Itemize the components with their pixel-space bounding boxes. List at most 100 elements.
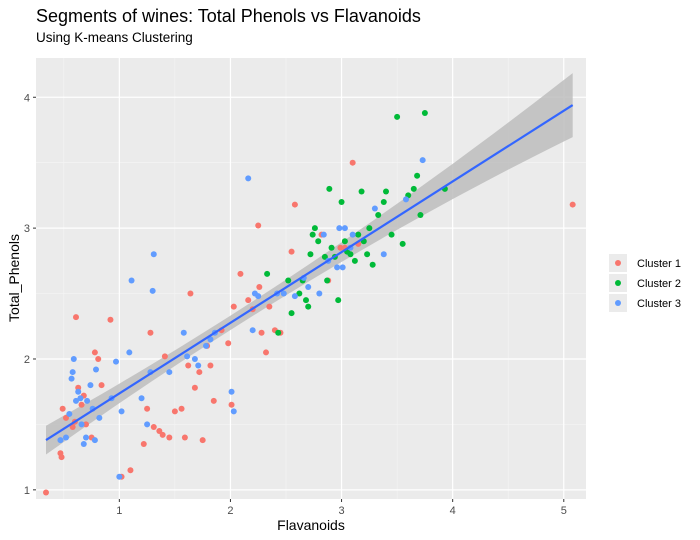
- point-cluster-2: [414, 172, 421, 179]
- point-cluster-1: [73, 314, 79, 321]
- legend: Cluster 1 Cluster 2 Cluster 3: [609, 254, 681, 312]
- point-cluster-2: [380, 198, 387, 205]
- point-cluster-1: [230, 303, 237, 310]
- point-cluster-3: [280, 290, 287, 297]
- point-cluster-3: [77, 395, 84, 402]
- point-cluster-2: [358, 188, 365, 195]
- point-cluster-1: [166, 434, 173, 441]
- point-cluster-3: [91, 437, 98, 444]
- point-cluster-2: [311, 225, 318, 232]
- point-cluster-1: [569, 201, 576, 208]
- point-cluster-2: [335, 297, 342, 304]
- point-cluster-1: [140, 441, 147, 448]
- point-cluster-2: [383, 188, 389, 195]
- point-cluster-2: [275, 329, 282, 336]
- point-cluster-3: [57, 437, 64, 444]
- point-cluster-2: [355, 231, 362, 238]
- point-cluster-1: [58, 454, 65, 461]
- point-cluster-1: [196, 369, 203, 376]
- point-cluster-2: [351, 257, 358, 264]
- point-cluster-2: [296, 290, 303, 297]
- grid-lines: [36, 58, 586, 499]
- point-cluster-3: [371, 205, 378, 212]
- point-cluster-1: [127, 467, 134, 474]
- point-cluster-1: [185, 362, 192, 369]
- legend-label-cluster-2: Cluster 2: [637, 278, 681, 290]
- point-cluster-3: [83, 434, 89, 441]
- point-cluster-3: [249, 327, 256, 334]
- point-cluster-3: [180, 329, 187, 336]
- point-cluster-3: [78, 421, 85, 428]
- point-cluster-1: [266, 303, 273, 310]
- point-cluster-2: [303, 297, 309, 304]
- point-cluster-1: [245, 297, 252, 304]
- point-cluster-3: [69, 369, 76, 376]
- y-tick-label: 1: [24, 485, 30, 497]
- point-cluster-1: [59, 405, 66, 412]
- point-cluster-1: [144, 405, 151, 412]
- point-cluster-2: [388, 231, 395, 238]
- point-cluster-1: [91, 349, 98, 356]
- point-cluster-1: [159, 431, 166, 438]
- trend-line: [45, 104, 574, 442]
- point-cluster-2: [364, 251, 371, 258]
- point-cluster-3: [113, 358, 119, 365]
- point-cluster-1: [288, 248, 295, 255]
- point-cluster-3: [80, 441, 87, 448]
- point-cluster-2: [394, 113, 401, 120]
- point-cluster-2: [288, 310, 295, 317]
- point-cluster-2: [410, 185, 417, 192]
- point-cluster-2: [324, 277, 331, 284]
- point-cluster-2: [399, 240, 406, 247]
- point-cluster-1: [256, 284, 263, 291]
- point-cluster-3: [128, 277, 135, 284]
- point-cluster-1: [225, 340, 232, 347]
- point-cluster-1: [349, 159, 356, 166]
- point-cluster-3: [150, 251, 157, 258]
- point-cluster-1: [63, 414, 69, 421]
- confidence-band: [46, 73, 573, 455]
- point-cluster-3: [84, 397, 91, 404]
- legend-key-cluster-2: [615, 280, 621, 286]
- point-cluster-2: [347, 251, 354, 258]
- point-cluster-3: [116, 473, 123, 480]
- point-cluster-2: [328, 244, 335, 251]
- point-cluster-2: [341, 238, 348, 245]
- point-cluster-2: [321, 253, 328, 260]
- point-cluster-3: [126, 349, 133, 356]
- axes: 1 2 3 4 5 1 2 3 4: [24, 92, 567, 517]
- point-cluster-1: [187, 290, 194, 297]
- point-cluster-3: [245, 175, 252, 182]
- point-cluster-1: [263, 349, 269, 356]
- point-cluster-2: [366, 225, 373, 232]
- point-cluster-3: [320, 231, 327, 238]
- point-cluster-1: [178, 405, 185, 412]
- point-cluster-3: [191, 355, 198, 362]
- point-cluster-1: [199, 437, 206, 444]
- point-cluster-3: [93, 366, 99, 373]
- chart-title: Segments of wines: Total Phenols vs Flav…: [36, 6, 421, 26]
- point-cluster-1: [98, 382, 105, 389]
- point-cluster-3: [291, 293, 298, 300]
- point-cluster-3: [184, 353, 191, 360]
- point-cluster-1: [107, 316, 114, 323]
- point-cluster-3: [166, 369, 173, 376]
- x-tick-label: 5: [561, 505, 567, 517]
- x-tick-label: 3: [338, 505, 344, 517]
- point-cluster-3: [75, 388, 82, 395]
- point-cluster-2: [375, 212, 382, 219]
- point-cluster-1: [228, 401, 235, 408]
- y-tick-label: 4: [24, 92, 30, 104]
- legend-key-cluster-1: [615, 260, 621, 266]
- point-cluster-2: [305, 303, 312, 310]
- point-cluster-3: [305, 284, 312, 291]
- point-cluster-1: [156, 427, 163, 434]
- point-cluster-1: [150, 424, 157, 431]
- point-cluster-2: [315, 238, 322, 245]
- point-cluster-3: [149, 287, 156, 294]
- point-cluster-3: [228, 388, 235, 395]
- point-cluster-3: [336, 225, 343, 232]
- point-cluster-1: [207, 362, 214, 369]
- point-cluster-1: [210, 397, 217, 404]
- legend-label-cluster-3: Cluster 3: [637, 298, 681, 310]
